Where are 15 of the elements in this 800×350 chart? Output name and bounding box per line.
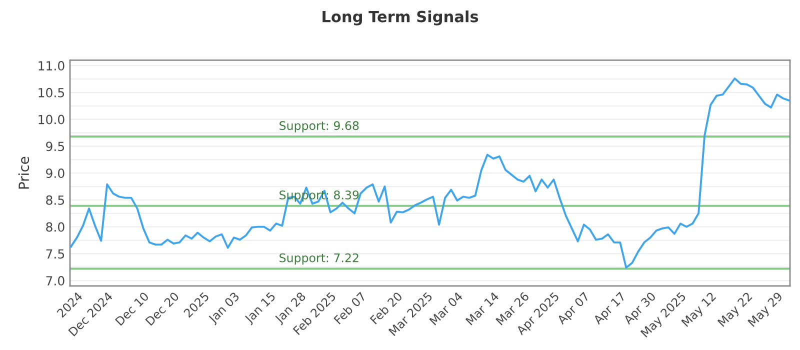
y-tick-label: 7.5 [46, 249, 64, 259]
x-tick-label: Jan 03 [207, 292, 242, 326]
ref-line-label: Support: 9.68 [280, 121, 359, 132]
y-tick-label: 10.0 [38, 114, 64, 124]
ref-line-label: Support: 7.22 [280, 253, 358, 265]
chart-title: Long Term Signals [322, 10, 478, 26]
y-tick-label: 9.0 [46, 168, 64, 178]
y-tick-label: 10.5 [38, 88, 64, 98]
line-series [70, 78, 790, 269]
y-tick-label: 7.0 [46, 276, 64, 286]
y-axis-title: Price [18, 156, 30, 189]
y-tick-label: 8.5 [46, 195, 64, 205]
y-tick-label: 8.0 [46, 222, 64, 232]
y-tick-label: 9.5 [46, 142, 64, 152]
y-tick-label: 11.0 [38, 61, 64, 70]
